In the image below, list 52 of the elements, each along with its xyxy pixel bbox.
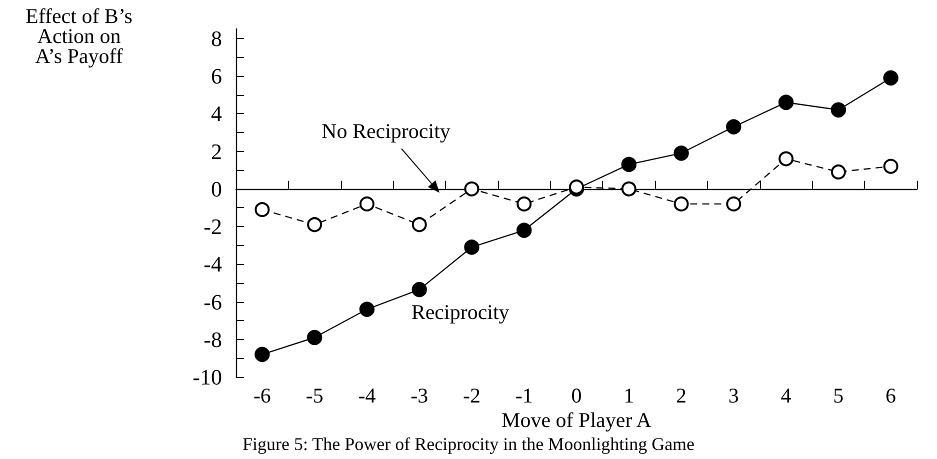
x-tick-label: 2	[676, 384, 687, 408]
y-tick-label: -10	[192, 364, 222, 390]
point	[464, 181, 480, 196]
x-tick-label: 1	[624, 384, 634, 408]
y-tick-label: -8	[204, 326, 222, 352]
x-tick-label: 0	[571, 384, 582, 408]
point	[778, 151, 794, 166]
point	[464, 240, 480, 255]
x-tick-label: 3	[728, 384, 739, 408]
point	[516, 222, 532, 238]
point	[778, 94, 794, 110]
y-tick-label: 6	[211, 64, 222, 89]
point	[621, 181, 636, 196]
point	[726, 119, 742, 134]
y-tick-label: 8	[211, 26, 222, 51]
point	[674, 196, 689, 212]
point	[883, 70, 898, 86]
point	[621, 156, 636, 172]
point	[516, 196, 532, 212]
point	[307, 217, 322, 232]
y-tick-label: -2	[204, 214, 222, 240]
y-axis-title: Effect of B’s Action on A’s Payoff	[24, 4, 134, 68]
caption: Figure 5: The Power of Reciprocity in the Moonlighting Game	[241, 434, 696, 455]
point	[883, 158, 898, 174]
x-tick-label: -4	[358, 384, 376, 408]
point	[726, 196, 742, 212]
point	[830, 102, 846, 118]
point	[412, 282, 427, 298]
x-tick-label: -1	[515, 384, 533, 408]
y-tick-label: 2	[211, 138, 222, 164]
x-tick-label: 5	[833, 384, 844, 408]
point	[359, 196, 374, 212]
x-axis-title: Move of Player A	[500, 408, 652, 433]
text: No Reciprocity	[322, 118, 450, 144]
y-tick-label: -4	[204, 252, 222, 277]
point	[412, 217, 427, 232]
y-tick-label: 0	[211, 176, 222, 202]
x-tick-label: -3	[410, 384, 428, 408]
x-tick-label: -2	[462, 384, 480, 408]
point	[254, 346, 270, 362]
x-tick-label: -5	[306, 384, 324, 408]
x-tick-label: 4	[780, 384, 792, 408]
point	[830, 164, 846, 180]
y-tick-label: 4	[211, 101, 222, 126]
point	[359, 302, 375, 317]
y-tick-label: -6	[204, 289, 222, 314]
x-tick-label: -6	[253, 384, 271, 408]
point	[674, 146, 689, 161]
series-label: Reciprocity	[411, 300, 510, 325]
x-tick-label: 6	[886, 384, 896, 408]
point	[306, 330, 322, 346]
point	[254, 202, 270, 218]
